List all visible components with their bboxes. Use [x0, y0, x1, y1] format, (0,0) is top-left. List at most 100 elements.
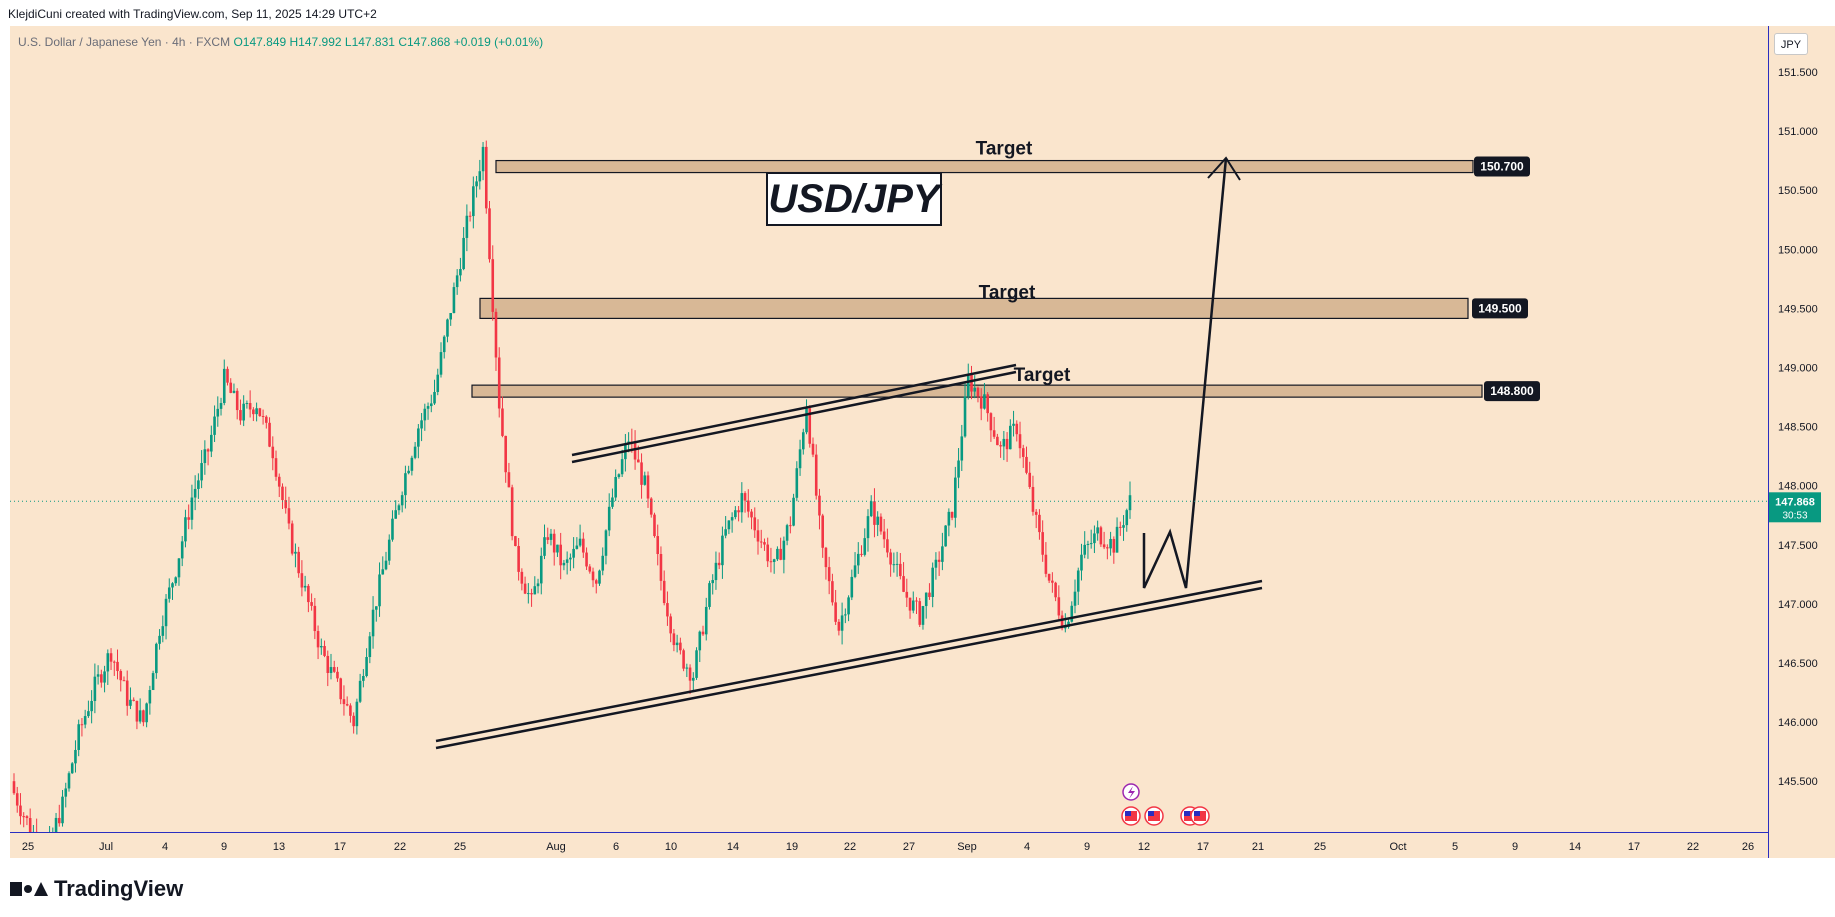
- candle-body: [303, 585, 307, 588]
- candle-body: [750, 511, 753, 518]
- candle-body: [281, 486, 284, 501]
- candle-body: [850, 576, 854, 598]
- ohlc-high: H147.992: [289, 35, 342, 49]
- candle-body: [378, 574, 381, 607]
- symbol-label: U.S. Dollar / Japanese Yen · 4h · FXCM: [18, 35, 231, 49]
- channel-support-line: [435, 586, 1263, 750]
- candle-body: [472, 186, 475, 217]
- candle-body: [423, 408, 427, 421]
- candle-body: [960, 436, 964, 461]
- candle-body: [494, 311, 498, 358]
- candle-body: [860, 553, 863, 555]
- candle-body: [391, 518, 394, 540]
- candle-body: [704, 606, 708, 635]
- time-axis[interactable]: [10, 832, 1768, 858]
- candle-body: [488, 208, 491, 260]
- candle-body: [740, 493, 744, 513]
- candle-body: [805, 408, 808, 433]
- candle-body: [640, 462, 643, 485]
- candle-body: [769, 561, 773, 563]
- candle-body: [265, 416, 268, 423]
- candle-body: [578, 538, 582, 546]
- candle-body: [882, 531, 886, 540]
- candle-body: [856, 553, 860, 566]
- candle-body: [1099, 527, 1103, 545]
- candle-body: [268, 422, 271, 447]
- candle-body: [527, 593, 530, 595]
- candle-body: [575, 545, 579, 549]
- candle-body: [759, 541, 763, 543]
- candle-body: [934, 559, 938, 568]
- candle-body: [604, 530, 608, 556]
- candle-body: [614, 476, 617, 498]
- candle-body: [1018, 434, 1022, 449]
- candle-body: [970, 374, 973, 392]
- candle-body: [465, 215, 469, 238]
- symbol-header: U.S. Dollar / Japanese Yen · 4h · FXCM O…: [18, 35, 543, 49]
- candle-body: [190, 497, 194, 520]
- candle-body: [915, 600, 918, 602]
- candle-body: [155, 643, 158, 674]
- candle-body: [449, 312, 452, 320]
- candle-body: [811, 443, 815, 455]
- candle-body: [397, 505, 401, 511]
- price-axis[interactable]: [1768, 26, 1835, 858]
- candle-body: [931, 567, 934, 597]
- candle-body: [1102, 544, 1106, 548]
- candle-body: [161, 626, 165, 636]
- candle-body: [491, 259, 495, 312]
- candle-body: [501, 408, 504, 436]
- candle-body: [226, 368, 229, 383]
- annotation-title[interactable]: USD/JPY: [766, 172, 942, 226]
- candle-body: [1038, 514, 1041, 533]
- candle-body: [497, 357, 501, 409]
- candle-body: [96, 674, 100, 677]
- candle-body: [886, 539, 889, 553]
- candle-body: [446, 319, 449, 337]
- candle-body: [100, 674, 103, 683]
- candle-body: [87, 711, 90, 717]
- candle-body: [847, 597, 850, 615]
- currency-button[interactable]: JPY: [1774, 33, 1808, 55]
- candle-body: [193, 488, 197, 498]
- candle-body: [468, 215, 472, 217]
- candle-body: [248, 403, 252, 410]
- candle-body: [986, 394, 989, 414]
- candle-body: [831, 581, 834, 603]
- candle-body: [342, 699, 346, 705]
- candle-body: [585, 552, 588, 567]
- candle-body: [1083, 544, 1087, 555]
- candle-body: [950, 511, 954, 518]
- candle-body: [112, 661, 116, 663]
- candle-body: [371, 609, 375, 637]
- candle-body: [989, 413, 993, 431]
- candle-body: [941, 546, 944, 562]
- candle-body: [1118, 526, 1122, 528]
- candle-body: [539, 555, 543, 584]
- candle-body: [979, 396, 983, 409]
- candle-body: [966, 374, 970, 397]
- candle-body: [235, 390, 239, 411]
- candle-body: [889, 552, 892, 565]
- candle-body: [617, 474, 621, 477]
- candle-body: [313, 605, 317, 632]
- candle-body: [772, 559, 776, 562]
- candle-body: [1021, 448, 1025, 457]
- candle-body: [174, 577, 178, 584]
- candle-body: [219, 403, 223, 409]
- ohlc-open: O147.849: [233, 35, 287, 49]
- tradingview-logo[interactable]: TradingView: [10, 876, 183, 902]
- candle-body: [158, 635, 161, 644]
- candle-body: [1057, 597, 1061, 616]
- candle-body: [93, 676, 97, 701]
- candle-body: [556, 544, 559, 553]
- candle-body: [180, 541, 184, 559]
- candle-body: [459, 269, 462, 276]
- candle-body: [572, 548, 575, 558]
- candle-body: [54, 817, 58, 833]
- candle-body: [954, 477, 957, 518]
- candle-body: [138, 710, 142, 722]
- candle-body: [64, 788, 68, 797]
- candle-body: [947, 511, 951, 526]
